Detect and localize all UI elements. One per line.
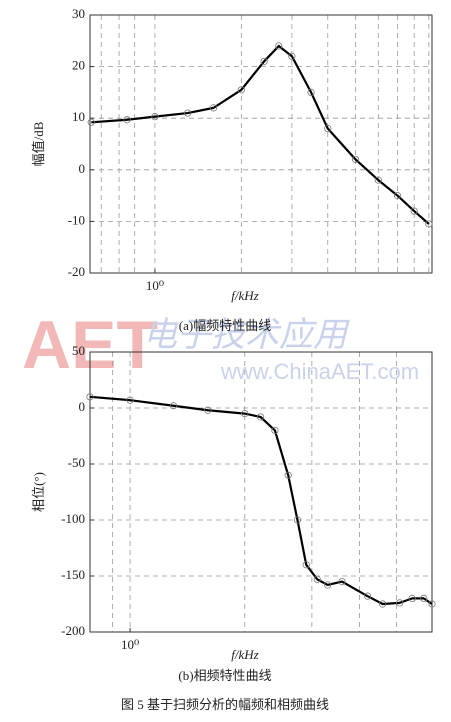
data-point bbox=[396, 599, 404, 607]
data-point bbox=[288, 52, 296, 60]
data-point bbox=[420, 594, 428, 603]
data-point bbox=[324, 124, 332, 133]
data-line bbox=[91, 44, 430, 225]
y-tick-label: -10 bbox=[68, 212, 85, 227]
y-tick-label: -200 bbox=[61, 623, 85, 638]
data-point bbox=[284, 471, 292, 479]
data-point bbox=[307, 88, 315, 97]
y-axis-label: 幅值/dB bbox=[31, 121, 46, 166]
x-axis-label: f/kHz bbox=[231, 647, 258, 662]
y-tick-label: -50 bbox=[68, 455, 85, 470]
data-point bbox=[374, 176, 382, 184]
data-point bbox=[351, 155, 360, 164]
y-tick-label: -20 bbox=[68, 264, 85, 279]
plot-frame bbox=[89, 351, 433, 633]
data-point bbox=[87, 118, 95, 126]
data-point bbox=[293, 516, 302, 524]
data-point bbox=[237, 86, 245, 94]
y-tick-label: -150 bbox=[61, 567, 85, 582]
data-point bbox=[275, 42, 283, 50]
x-axis-label: f/kHz bbox=[231, 288, 258, 303]
data-line bbox=[89, 395, 433, 606]
data-point bbox=[169, 402, 178, 410]
data-point bbox=[86, 393, 94, 401]
watermark-url: www.ChinaAET.com bbox=[220, 359, 419, 384]
data-point bbox=[379, 600, 387, 608]
data-point bbox=[324, 581, 332, 589]
data-point bbox=[313, 575, 321, 583]
data-point bbox=[425, 220, 433, 228]
data-point bbox=[428, 600, 436, 608]
plot-frame bbox=[89, 14, 433, 274]
data-point bbox=[393, 192, 402, 200]
y-tick-label: 30 bbox=[72, 6, 85, 21]
chart-caption: (b)相频特性曲线 bbox=[178, 668, 271, 683]
x-tick-label: 10⁰ bbox=[121, 637, 139, 652]
data-point bbox=[204, 406, 212, 414]
y-axis-label: 相位(°) bbox=[31, 472, 46, 512]
data-point bbox=[256, 413, 265, 421]
figure-caption: 图 5 基于扫频分析的幅频和相频曲线 bbox=[121, 697, 329, 712]
data-point bbox=[302, 561, 310, 569]
y-tick-label: 10 bbox=[72, 109, 85, 124]
data-point bbox=[408, 594, 416, 603]
y-tick-label: 0 bbox=[79, 399, 86, 414]
data-point bbox=[338, 577, 346, 586]
data-point bbox=[126, 396, 134, 404]
data-point bbox=[209, 104, 218, 112]
data-point bbox=[184, 109, 192, 117]
data-point bbox=[363, 592, 372, 600]
y-tick-label: 50 bbox=[72, 343, 85, 358]
y-tick-label: 20 bbox=[72, 58, 85, 73]
chart-caption: (a)幅频特性曲线 bbox=[179, 318, 271, 333]
data-point bbox=[241, 409, 249, 418]
y-tick-label: 0 bbox=[79, 161, 86, 176]
data-point bbox=[271, 426, 279, 434]
data-point bbox=[151, 113, 159, 121]
watermark-brand: 电子技术应用 bbox=[143, 317, 350, 354]
y-tick-label: -100 bbox=[61, 511, 85, 526]
data-point bbox=[260, 57, 268, 66]
x-tick-label: 10⁰ bbox=[146, 278, 164, 293]
data-point bbox=[123, 116, 131, 124]
data-point bbox=[410, 207, 418, 215]
